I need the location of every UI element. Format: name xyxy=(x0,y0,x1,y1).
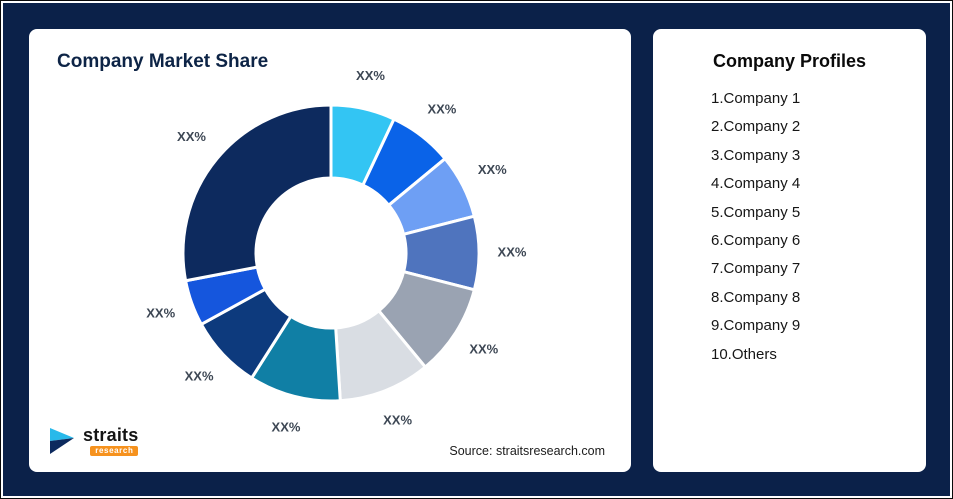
donut-segment xyxy=(181,103,333,283)
segment-label: XX% xyxy=(498,244,527,259)
company-profiles-card: Company Profiles 1.Company 1 2.Company 2 3… xyxy=(653,29,926,472)
list-item: 5.Company 5 xyxy=(711,203,801,221)
logo-text: straits research xyxy=(83,425,139,456)
segment-label: XX% xyxy=(146,306,175,321)
list-item: 4.Company 4 xyxy=(711,175,801,193)
segment-label: XX% xyxy=(177,129,206,144)
chart-title: Company Market Share xyxy=(57,51,269,72)
segment-label: XX% xyxy=(383,413,412,428)
straits-research-logo: straits research xyxy=(49,425,139,456)
logo-subword: research xyxy=(90,446,139,456)
list-item: 3.Company 3 xyxy=(711,146,801,164)
segment-label: XX% xyxy=(185,368,214,383)
segment-label: XX% xyxy=(272,420,301,435)
list-item: 8.Company 8 xyxy=(711,288,801,306)
list-item: 1.Company 1 xyxy=(711,90,801,107)
logo-icon xyxy=(50,428,74,454)
list-item: 9.Company 9 xyxy=(711,317,801,335)
list-item: 2.Company 2 xyxy=(711,118,801,136)
donut-chart: XX% XX% XX% XX% XX% XX% XX% XX% XX% XX% xyxy=(146,68,527,435)
segment-label: XX% xyxy=(427,101,456,116)
segment-label: XX% xyxy=(478,162,507,177)
list-item: 10.Others xyxy=(711,345,777,363)
segment-label: XX% xyxy=(469,341,498,356)
list-item: 6.Company 6 xyxy=(711,232,801,250)
source-text: Source: straitsresearch.com xyxy=(449,444,605,458)
market-share-card: Company Market Share XX% XX% XX% XX% XX% XX% X… xyxy=(29,29,631,472)
logo-word: straits xyxy=(83,425,139,445)
segment-label: XX% xyxy=(356,68,385,83)
list-item: 7.Company 7 xyxy=(711,260,801,278)
company-profiles-list: 1.Company 1 2.Company 2 3.Company 3 4.Compa… xyxy=(711,85,912,369)
profiles-title: Company Profiles xyxy=(712,51,867,71)
